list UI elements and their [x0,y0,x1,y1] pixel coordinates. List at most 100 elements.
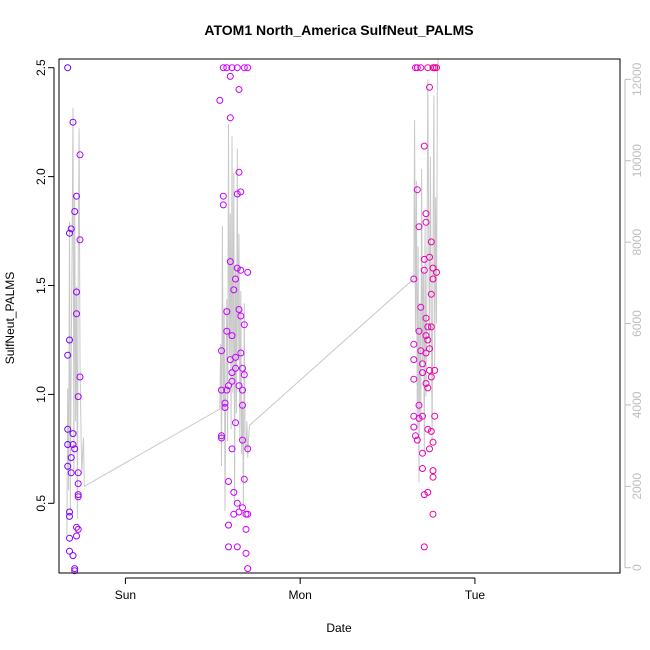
data-point [420,491,428,499]
data-point [64,425,72,433]
data-point [422,218,430,226]
data-point [221,399,229,407]
y2-tick-label: 10000 [630,144,644,178]
data-point [232,275,239,283]
data-point [226,72,234,80]
data-point [225,543,232,551]
data-point [419,465,426,472]
data-point [69,552,77,560]
data-point [240,371,248,379]
data-point [239,364,246,372]
y-tick-label: 1.0 [34,386,48,403]
data-point [240,64,248,72]
x-tick-label: Mon [289,588,312,602]
data-point [410,356,418,364]
secondary-y-axis: 0 2000 4000 6000 8000 10000 12000 [624,62,644,571]
data-point [64,64,72,72]
data-point [242,549,250,557]
data-point [429,467,437,475]
data-point [74,480,82,488]
data-point [426,253,433,261]
data-point [225,478,232,485]
data-point [235,86,243,93]
data-point [237,312,245,320]
data-point [73,192,80,200]
data-point [221,404,229,411]
data-point [233,543,241,551]
data-point [228,445,236,453]
data-point [219,201,227,209]
data-point [424,64,432,72]
data-point [219,192,227,200]
data-point [73,288,80,296]
data-point [64,441,72,448]
data-point [223,386,231,394]
data-point [218,347,225,355]
data-point [239,401,246,409]
data-point [415,223,423,231]
y-tick-label: 2.5 [34,59,48,76]
data-point [69,430,77,438]
data-point [76,151,84,159]
data-point [233,499,241,507]
data-point [424,323,432,331]
data-point [73,523,80,531]
data-point [228,369,236,377]
data-point [67,469,75,477]
data-point [237,349,245,357]
data-point [410,275,418,283]
data-point [413,186,421,194]
data-point [240,321,248,329]
data-point [230,286,238,294]
y2-tick-label: 0 [630,564,644,571]
data-point [225,521,232,529]
data-point [235,306,243,313]
data-point [218,434,225,442]
y2-tick-label: 8000 [630,228,644,255]
data-point [415,327,423,335]
data-point [415,414,423,422]
data-point [422,349,430,357]
data-point [419,412,426,420]
data-point [73,310,80,318]
data-point [422,332,430,340]
data-point [235,508,243,516]
data-point [64,462,72,470]
data-point [232,419,239,427]
x-tick-label: Sun [115,588,136,602]
data-point [244,64,252,72]
data-point [225,382,232,390]
data-point [66,229,73,237]
data-point [429,473,437,481]
data-point [233,64,241,72]
data-point [235,382,243,390]
data-point [419,360,426,368]
data-point [424,425,432,433]
data-point [410,423,418,431]
data-point [424,336,432,344]
data-point [69,118,77,126]
data-point [66,547,73,555]
data-point [419,449,426,457]
data-point [232,364,239,372]
data-point [218,432,225,440]
data-point [239,504,246,512]
data-point [73,532,80,540]
data-point [244,510,252,518]
data-point [427,323,435,331]
data-point [433,268,440,276]
y-tick-label: 1.5 [34,277,48,294]
x-axis: Sun Mon Tue [115,577,485,602]
data-point [235,168,243,176]
data-point [429,510,437,518]
data-point [426,366,433,374]
chart-title: ATOM1 North_America SulfNeut_PALMS [204,22,473,38]
data-point [237,266,245,274]
data-point [228,64,236,72]
data-point [66,336,73,344]
data-point [431,412,439,420]
y-axis: 0.5 1.0 1.5 2.0 2.5 [34,59,55,512]
y-tick-label: 0.5 [34,495,48,512]
x-axis-label: Date [326,621,352,635]
